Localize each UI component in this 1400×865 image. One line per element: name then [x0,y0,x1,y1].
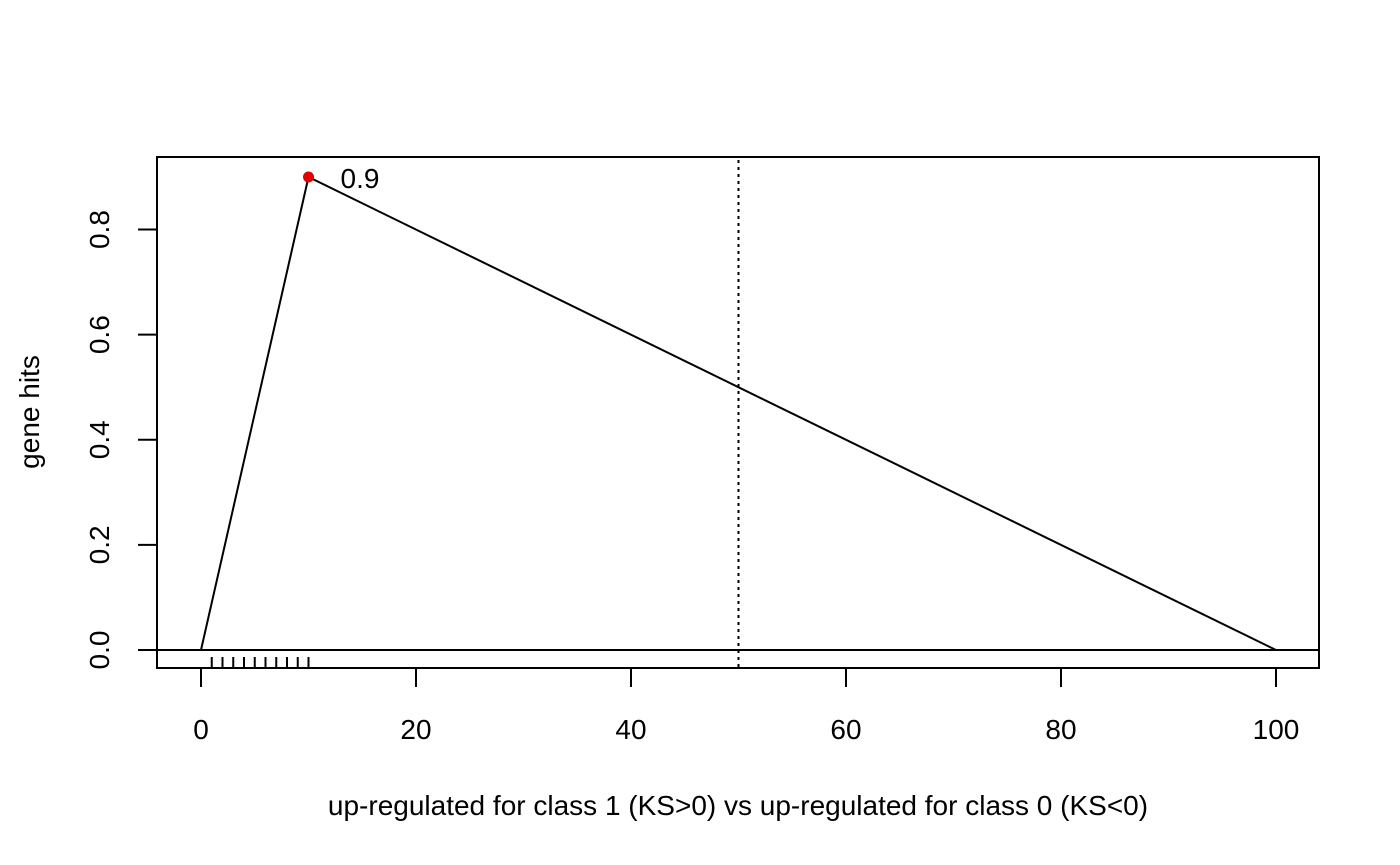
y-axis: 0.0 0.2 0.4 0.6 0.8 [84,210,158,670]
y-tick-label: 0.4 [84,420,115,459]
x-tick-label: 0 [193,714,209,745]
x-tick-label: 60 [830,714,861,745]
peak-label: 0.9 [341,163,380,194]
y-tick-label: 0.6 [84,315,115,354]
y-axis-label: gene hits [14,355,45,469]
y-tick-label: 0.2 [84,525,115,564]
peak-point [303,171,314,183]
x-tick-label: 80 [1045,714,1076,745]
x-tick-label: 20 [400,714,431,745]
x-tick-label: 40 [615,714,646,745]
x-axis: 0 20 40 60 80 100 [193,667,1300,745]
y-tick-label: 0.0 [84,631,115,670]
y-tick-label: 0.8 [84,210,115,249]
x-tick-label: 100 [1253,714,1300,745]
plot-marks: 0.9 [157,160,1319,668]
x-axis-label: up-regulated for class 1 (KS>0) vs up-re… [328,790,1148,821]
